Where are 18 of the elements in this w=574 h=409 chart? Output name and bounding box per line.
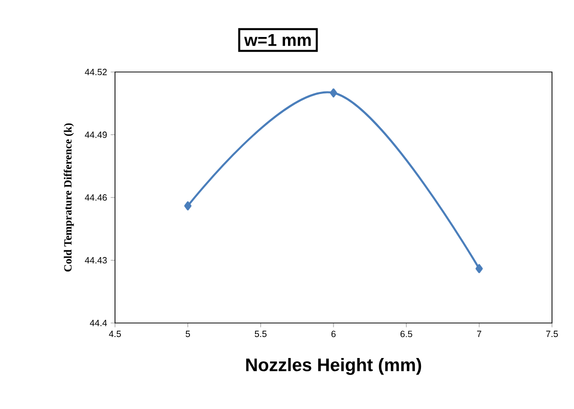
x-tick-label: 6 [331,330,336,338]
y-tick-label: 44.52 [84,68,107,76]
y-tick-label: 44.49 [84,132,107,138]
y-tick-label: 44.4 [90,320,107,326]
y-axis-title: Cold Temprature Difference (k) [64,123,74,272]
x-tick-label: 4.5 [108,330,121,338]
point [184,201,192,210]
x-tick-label: 6.5 [400,330,412,338]
x-tick-label: 5.5 [254,330,267,338]
x-tick-label: 7.5 [546,330,558,338]
x-tick-label: 7 [477,330,482,337]
y-tick-label: 44.43 [84,257,107,264]
x-tick-label: 5 [186,330,190,338]
point [330,88,338,98]
chart-title: w=1 mm [244,34,311,46]
y-tick-label: 44.46 [84,194,107,201]
x-axis-title: Nozzles Height (mm) [246,358,422,375]
point [476,264,483,274]
